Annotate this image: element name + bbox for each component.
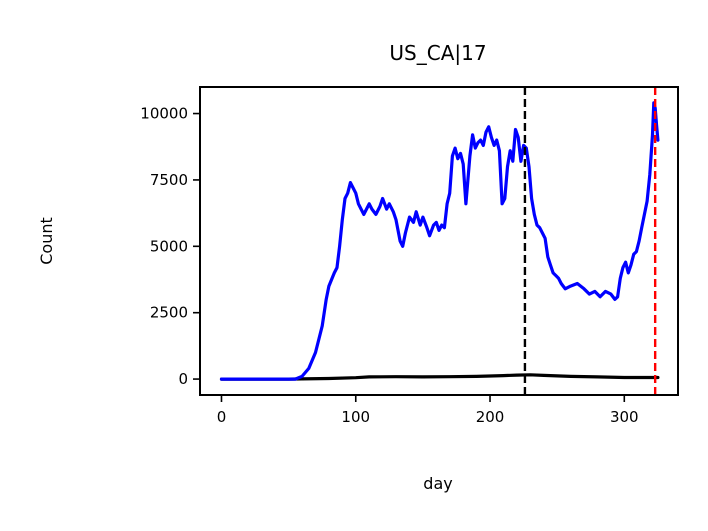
- y-axis-label: Count: [37, 217, 56, 265]
- series-line-0: [219, 101, 660, 381]
- y-tick-label: 2500: [150, 304, 188, 322]
- y-tick-label: 5000: [150, 237, 188, 255]
- series-line-1: [219, 373, 660, 381]
- y-tick-label: 10000: [140, 105, 188, 123]
- x-axis: 0 100 200 300: [217, 395, 639, 426]
- y-tick-label: 7500: [150, 171, 188, 189]
- x-tick-label: 200: [476, 408, 505, 426]
- plot-frame: [199, 86, 679, 396]
- x-tick-label: 100: [341, 408, 370, 426]
- x-tick-label: 0: [217, 408, 227, 426]
- x-tick-label: 300: [610, 408, 639, 426]
- y-axis: 0 2500 5000 7500 10000: [140, 105, 200, 388]
- x-axis-label: day: [423, 474, 452, 493]
- plot-layer: [219, 87, 660, 395]
- y-tick-label: 0: [178, 370, 188, 388]
- chart-title: US_CA|17: [389, 41, 486, 65]
